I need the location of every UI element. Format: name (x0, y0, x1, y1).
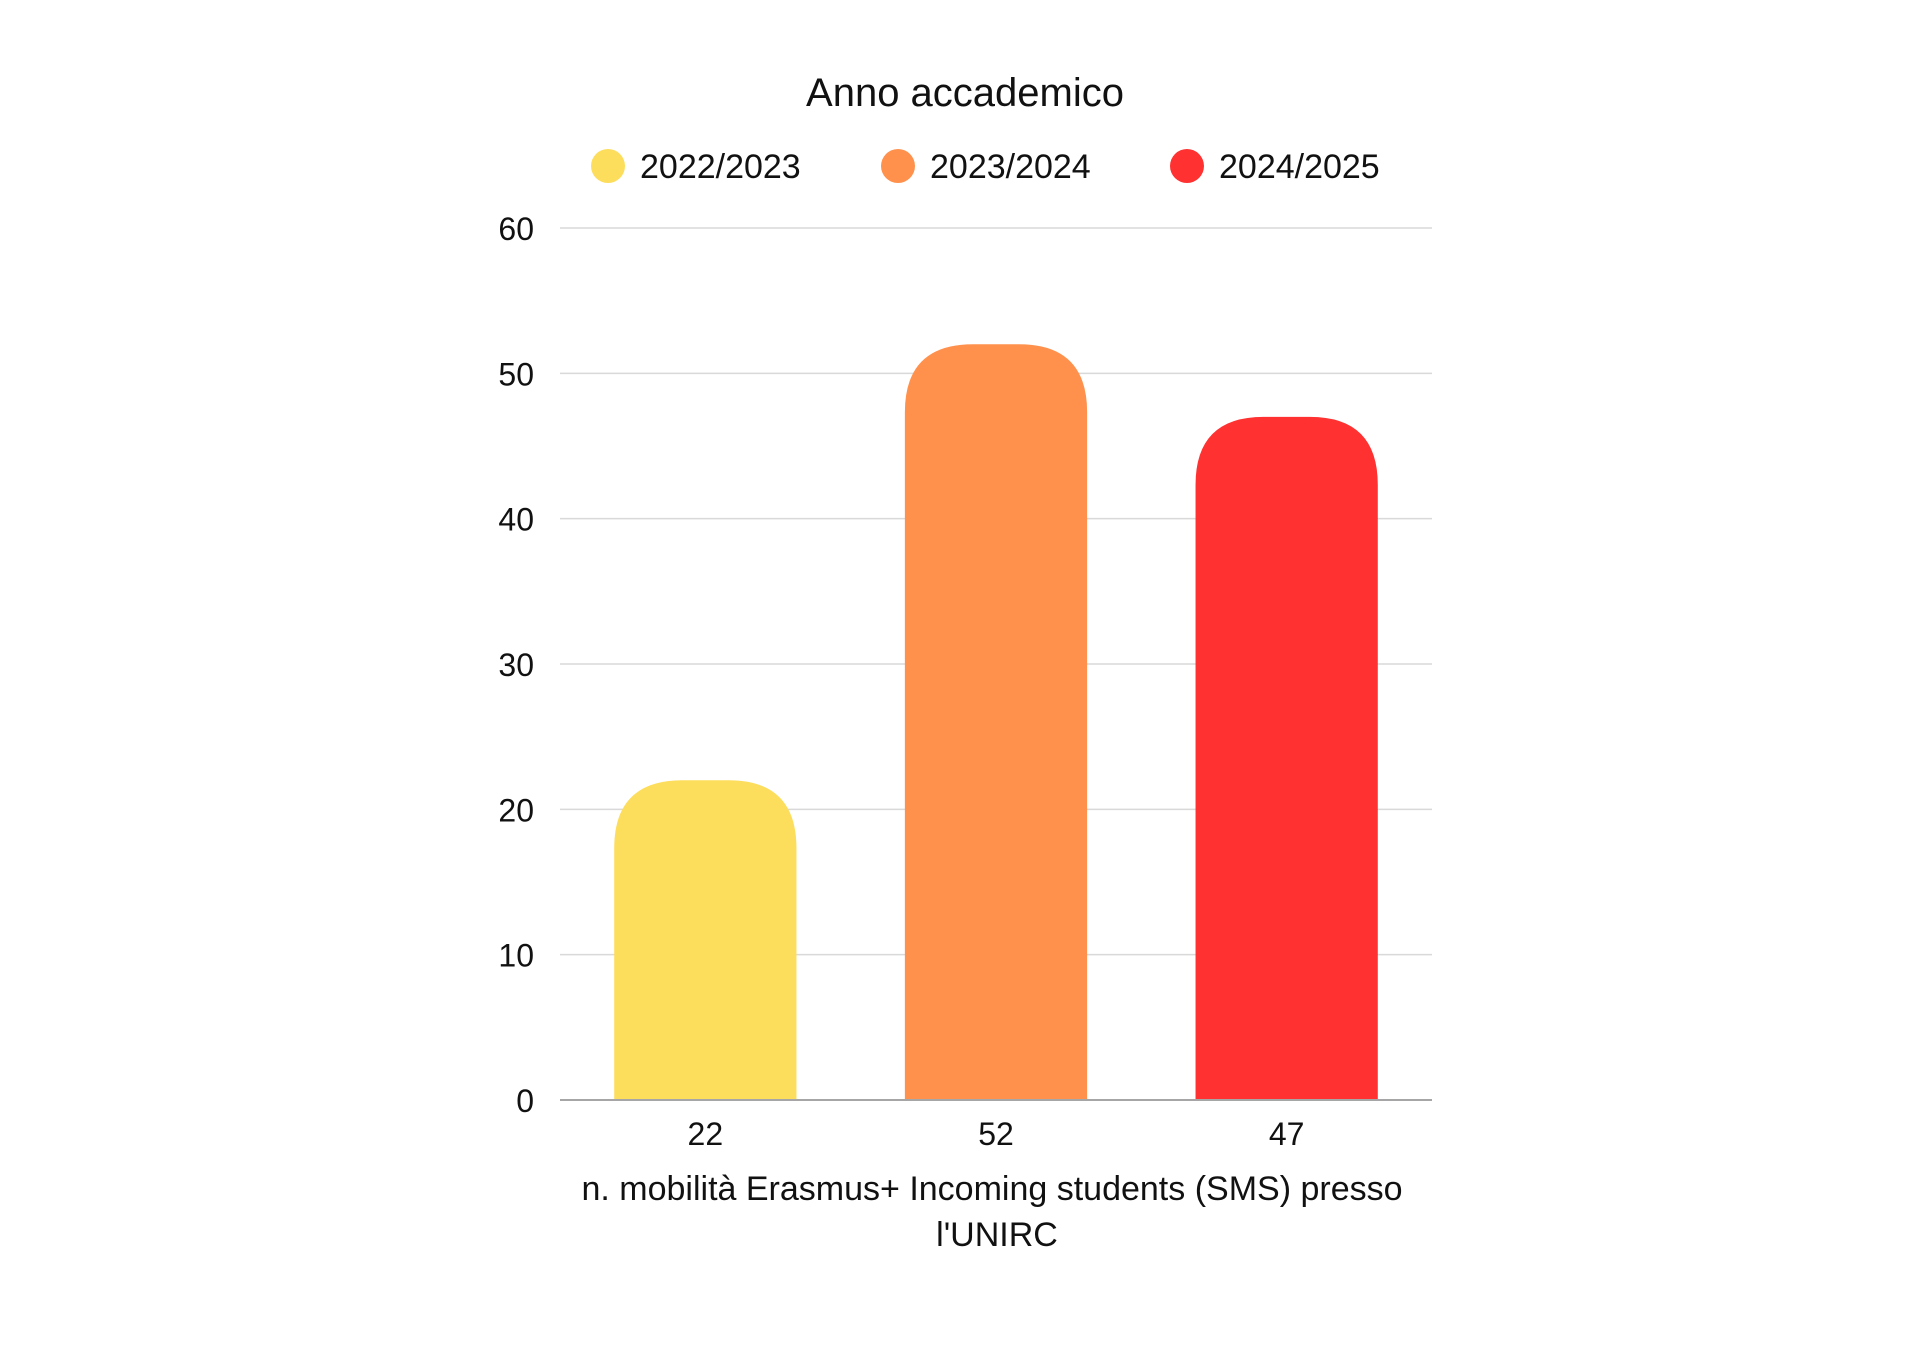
y-tick-label: 60 (498, 211, 534, 247)
legend-label-2023-2024: 2023/2024 (930, 148, 1091, 186)
y-axis-ticks: 0 10 20 30 40 50 60 (498, 211, 534, 1119)
bar-2022-2023 (614, 780, 797, 1100)
x-tick-label: 52 (978, 1116, 1014, 1152)
y-tick-label: 50 (498, 356, 534, 392)
bar-2023-2024 (904, 344, 1088, 1100)
legend-marker-2022-2023 (591, 149, 625, 183)
y-tick-label: 20 (498, 792, 534, 828)
legend-label-2024-2025: 2024/2025 (1219, 148, 1380, 186)
legend-label-2022-2023: 2022/2023 (640, 148, 801, 186)
legend-marker-2023-2024 (881, 149, 915, 183)
x-axis-label-line-2: l'UNIRC (936, 1216, 1058, 1254)
x-tick-label: 47 (1269, 1116, 1305, 1152)
y-tick-label: 0 (516, 1083, 534, 1119)
x-axis-ticks: 22 52 47 (688, 1116, 1305, 1152)
bars (614, 344, 1378, 1100)
legend-marker-2024-2025 (1170, 149, 1204, 183)
y-tick-label: 40 (498, 502, 534, 538)
bar-2024-2025 (1195, 416, 1378, 1100)
x-axis-label-line-1: n. mobilità Erasmus+ Incoming students (… (581, 1170, 1402, 1208)
y-tick-label: 30 (498, 647, 534, 683)
legend: 2022/2023 2023/2024 2024/2025 (591, 148, 1380, 186)
y-tick-label: 10 (498, 938, 534, 974)
x-tick-label: 22 (688, 1116, 724, 1152)
chart-title: Anno accademico (806, 71, 1124, 115)
